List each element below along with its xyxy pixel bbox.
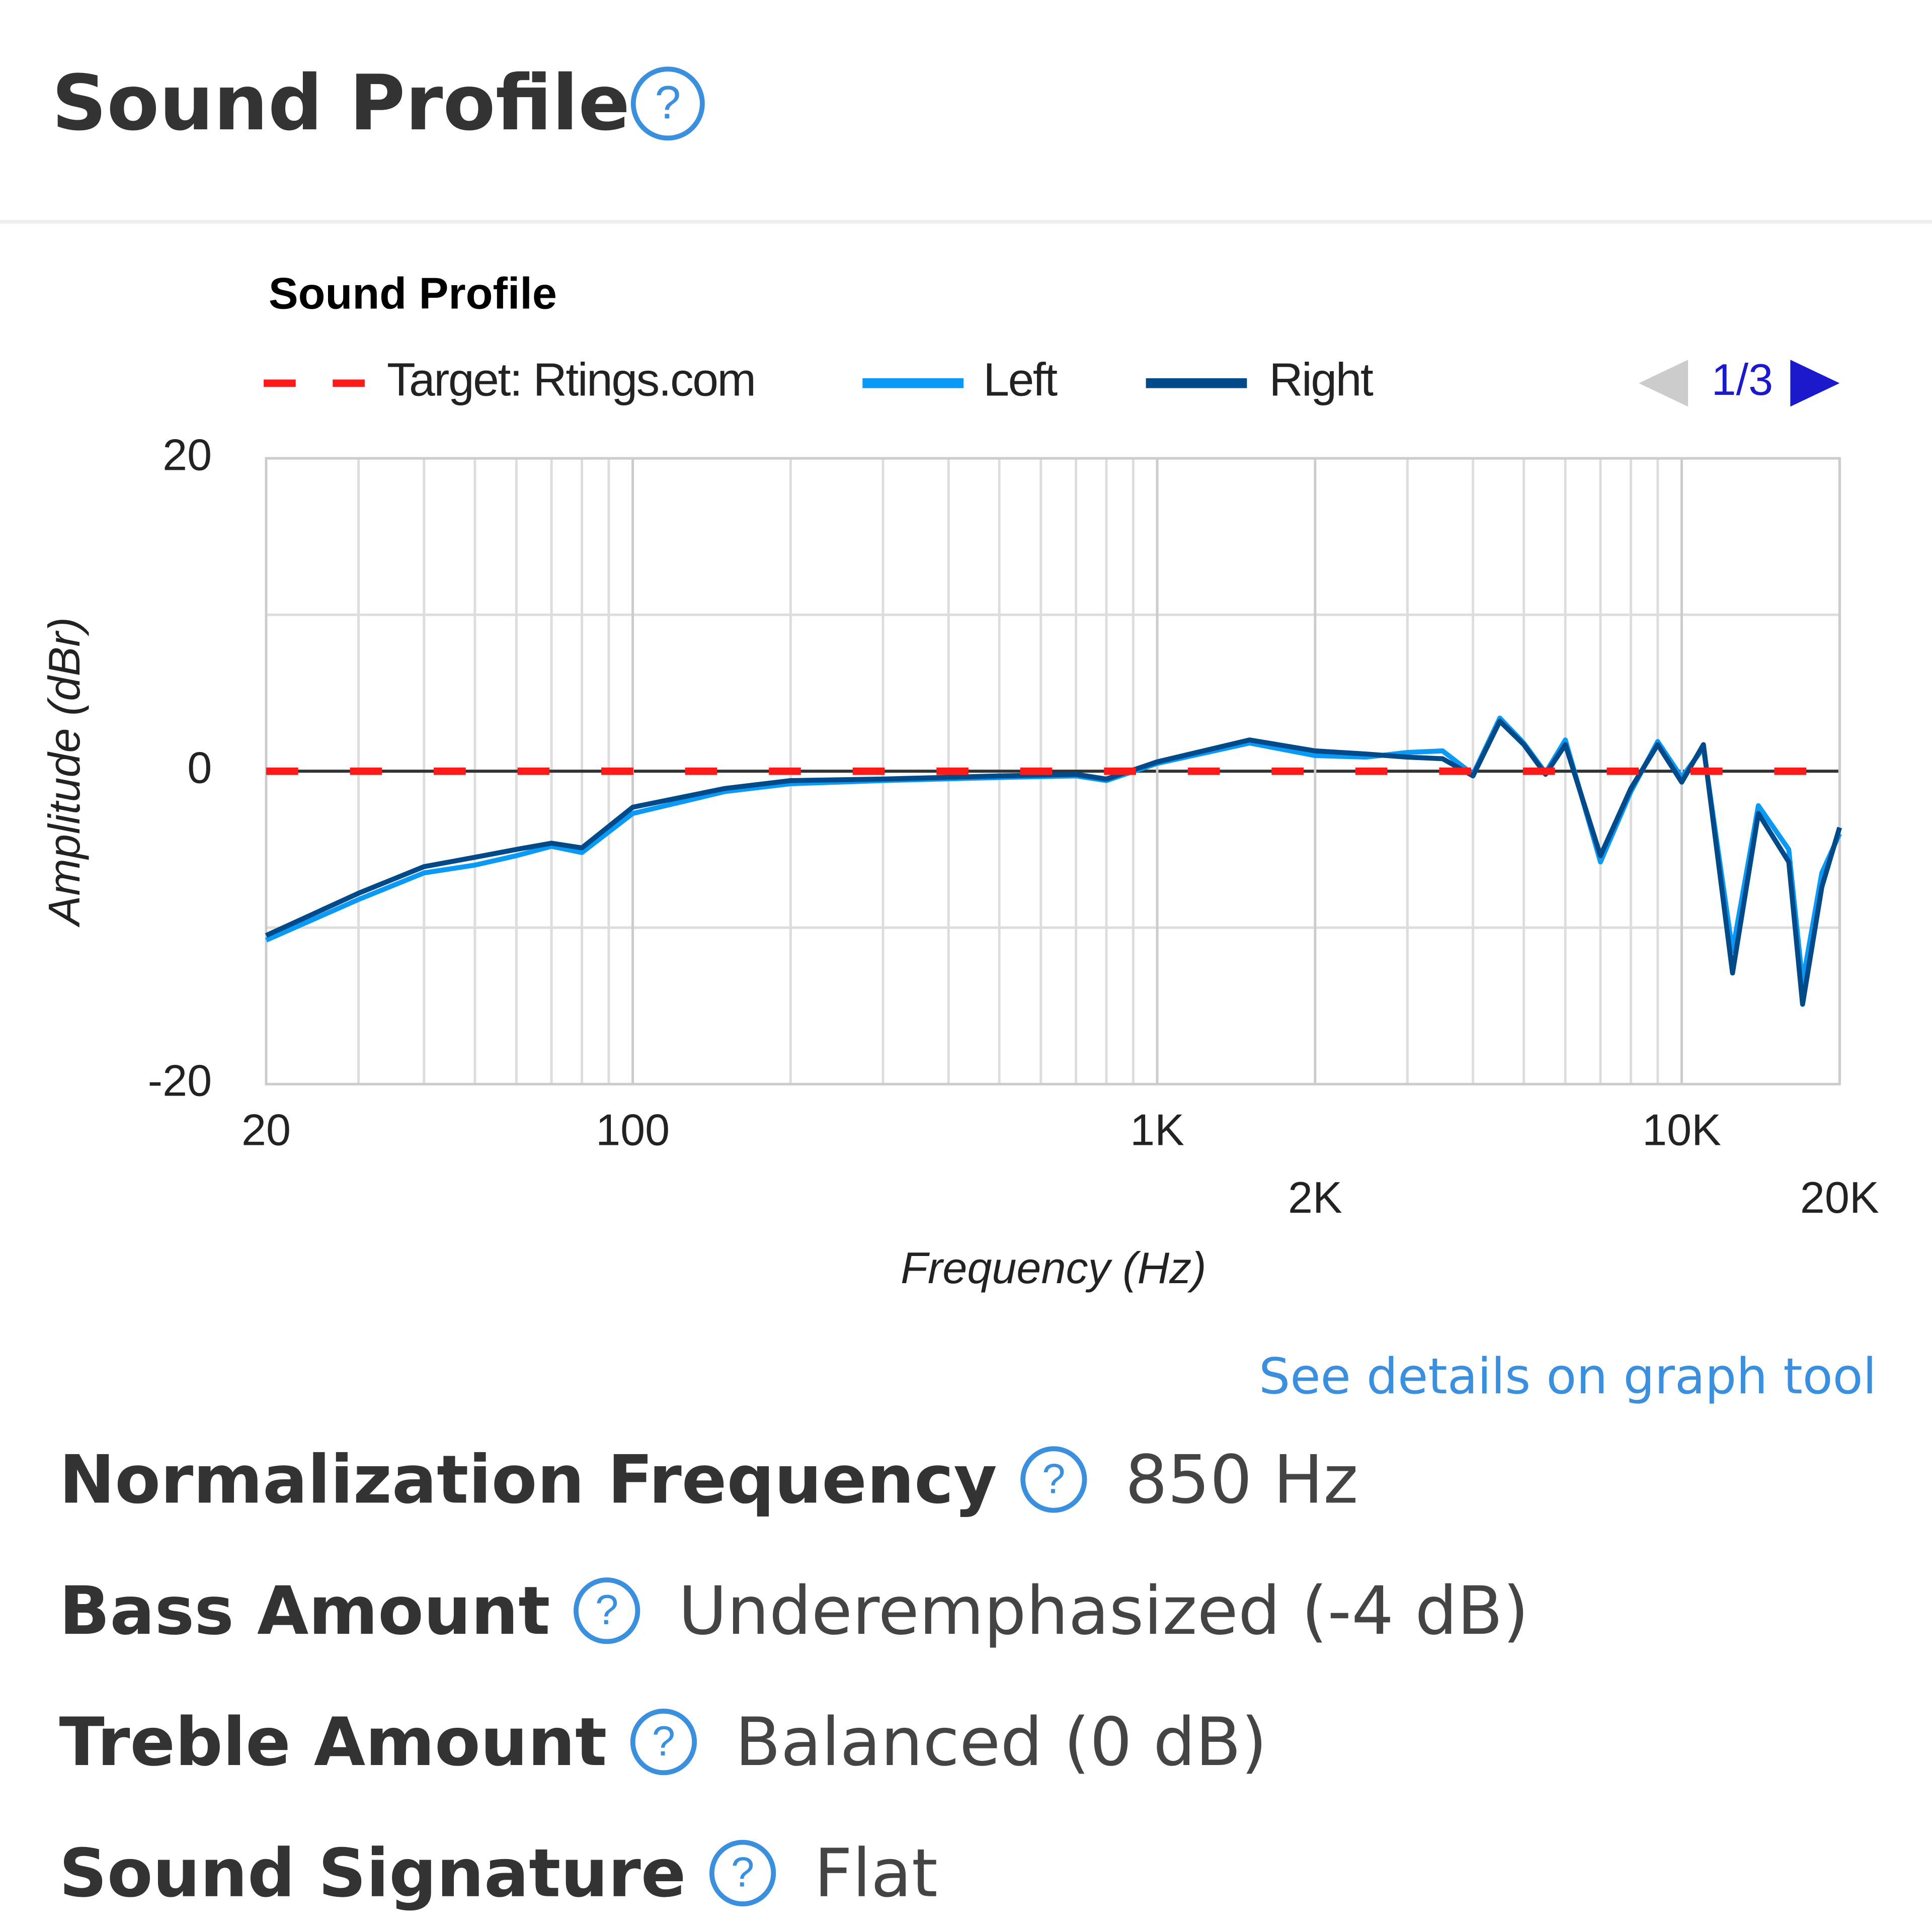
help-icon-ring <box>1020 1446 1087 1513</box>
help-icon-glyph: ? <box>652 1718 675 1765</box>
help-icon[interactable]: ? <box>630 1708 697 1776</box>
pager: 1/3 <box>1712 355 1774 404</box>
legend-label: Left <box>983 353 1058 405</box>
property-value: Balanced (0 dB) <box>735 1704 1267 1781</box>
property-label: Bass Amount <box>59 1572 550 1650</box>
property-value: 850 Hz <box>1125 1441 1358 1519</box>
x-tick-label: 100 <box>596 1105 670 1155</box>
help-icon-glyph: ? <box>1042 1455 1065 1502</box>
x-tick-label: 20 <box>242 1105 291 1155</box>
section-title: Sound Profile <box>52 58 630 147</box>
legend-label: Right <box>1269 353 1374 405</box>
y-axis-label: Amplitude (dBr) <box>39 617 89 928</box>
help-icon[interactable]: ? <box>709 1839 776 1906</box>
legend-label: Target: Rtings.com <box>387 353 755 405</box>
property-label: Treble Amount <box>59 1704 607 1781</box>
x-tick-label: 10K <box>1642 1105 1721 1155</box>
x-tick-label: 20K <box>1800 1172 1879 1222</box>
help-icon-glyph: ? <box>731 1849 754 1896</box>
property-value: Flat <box>814 1835 938 1912</box>
x-axis-label: Frequency (Hz) <box>901 1243 1206 1293</box>
graph-tool-link[interactable]: See details on graph tool <box>1259 1348 1877 1405</box>
property-label: Normalization Frequency <box>59 1441 997 1519</box>
series-line <box>265 718 1842 1007</box>
y-tick-label: -20 <box>148 1056 212 1106</box>
x-tick-label: 1K <box>1130 1105 1184 1155</box>
chart-title: Sound Profile <box>269 269 557 318</box>
help-icon-ring <box>630 1708 697 1776</box>
help-icon-ring <box>574 1577 640 1644</box>
help-icon-glyph: ? <box>595 1586 618 1633</box>
y-tick-label: 0 <box>187 743 212 793</box>
next-page[interactable] <box>1790 360 1840 407</box>
y-tick-label: 20 <box>163 430 212 479</box>
svg-text:?: ? <box>655 76 681 128</box>
help-icon-ring <box>709 1839 776 1906</box>
help-icon[interactable]: ? <box>574 1577 640 1644</box>
help-icon[interactable]: ? <box>630 66 705 141</box>
property-label: Sound Signature <box>59 1835 686 1912</box>
x-tick-label: 2K <box>1288 1172 1342 1222</box>
property-value: Underemphasized (-4 dB) <box>678 1572 1528 1650</box>
prev-page[interactable] <box>1639 360 1688 407</box>
help-icon[interactable]: ? <box>1020 1446 1087 1513</box>
